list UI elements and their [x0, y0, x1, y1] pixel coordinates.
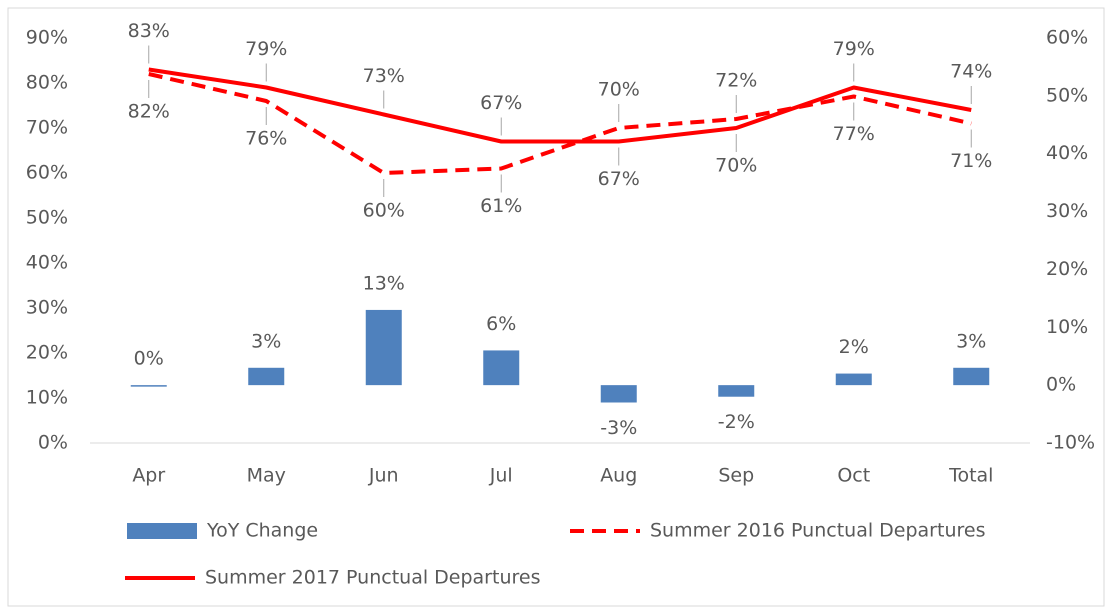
x-tick-label: Jun [368, 465, 399, 487]
legend-label: Summer 2016 Punctual Departures [650, 520, 985, 542]
y-tick-label: 70% [26, 117, 68, 139]
data-label: 3% [956, 330, 986, 352]
y-tick-label: 30% [26, 297, 68, 319]
y-tick-label: 0% [38, 432, 68, 454]
data-label: 3% [251, 330, 281, 352]
data-label: 76% [245, 128, 287, 150]
bar [953, 367, 990, 386]
x-tick-label: Jul [489, 465, 513, 487]
data-label: 67% [480, 92, 522, 114]
line-series [148, 67, 972, 144]
data-label: 70% [598, 79, 640, 101]
y2-tick-label: 30% [1046, 200, 1088, 222]
legend-label: YoY Change [206, 520, 318, 542]
data-label: 79% [245, 38, 287, 60]
data-label: 2% [839, 336, 869, 358]
bar [248, 367, 285, 386]
data-label: 0% [134, 348, 164, 370]
bar [130, 385, 167, 387]
y2-tick-label: -10% [1046, 432, 1095, 454]
data-label: 60% [363, 200, 405, 222]
x-tick-label: Oct [837, 465, 870, 487]
y-tick-label: 60% [26, 162, 68, 184]
y2-tick-label: 60% [1046, 27, 1088, 49]
bar [483, 350, 520, 386]
bar [365, 309, 402, 386]
data-label: 61% [480, 195, 522, 217]
data-label: 72% [715, 70, 757, 92]
data-label: 83% [128, 20, 170, 42]
y2-tick-label: 40% [1046, 142, 1088, 164]
bar [718, 385, 755, 397]
data-label: -3% [600, 417, 637, 439]
x-tick-label: Apr [132, 465, 165, 487]
data-label: 79% [833, 38, 875, 60]
y-tick-label: 50% [26, 207, 68, 229]
bar [600, 385, 637, 403]
y2-tick-label: 10% [1046, 316, 1088, 338]
data-label: 71% [950, 150, 992, 172]
y-tick-label: 90% [26, 27, 68, 49]
data-label: -2% [718, 411, 755, 433]
legend-label: Summer 2017 Punctual Departures [205, 567, 540, 589]
data-label: 67% [598, 168, 640, 190]
data-label: 6% [486, 313, 516, 335]
data-label: 82% [128, 101, 170, 123]
data-label: 70% [715, 155, 757, 177]
x-tick-label: May [247, 465, 286, 487]
chart-border [7, 7, 1105, 607]
y-tick-label: 40% [26, 252, 68, 274]
y-tick-label: 20% [26, 342, 68, 364]
y2-tick-label: 50% [1046, 84, 1088, 106]
bar [835, 373, 872, 386]
data-label: 73% [363, 65, 405, 87]
y-tick-label: 10% [26, 387, 68, 409]
x-tick-label: Total [948, 465, 993, 487]
data-label: 74% [950, 61, 992, 83]
line-series [148, 72, 972, 175]
y-tick-label: 80% [26, 72, 68, 94]
y2-tick-label: 0% [1046, 374, 1076, 396]
data-label: 77% [833, 123, 875, 145]
x-tick-label: Sep [718, 465, 754, 487]
data-label: 13% [363, 272, 405, 294]
y2-tick-label: 20% [1046, 258, 1088, 280]
legend-swatch [127, 523, 197, 539]
x-tick-label: Aug [600, 465, 637, 487]
